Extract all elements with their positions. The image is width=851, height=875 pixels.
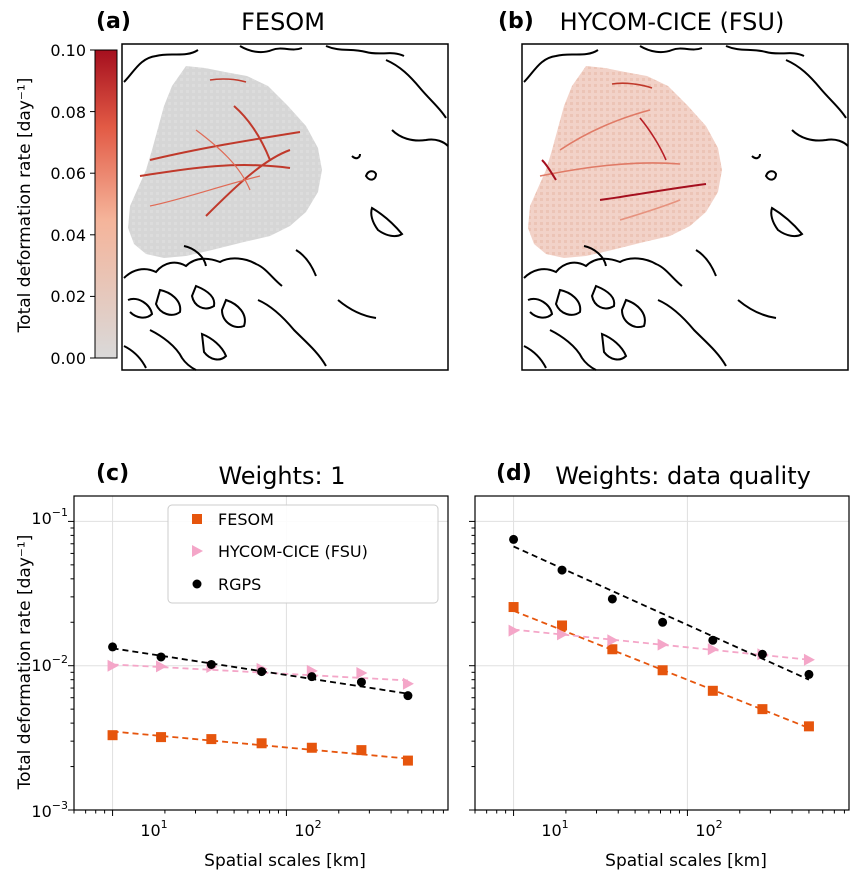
panel-d-letter: (d) xyxy=(496,461,532,486)
point-rgps xyxy=(108,642,118,652)
point-fesom xyxy=(508,602,519,613)
point-rgps xyxy=(403,691,413,701)
point-fesom xyxy=(803,721,814,732)
point-rgps xyxy=(607,594,617,604)
point-fesom xyxy=(306,742,317,753)
panel-c-letter: (c) xyxy=(96,461,129,486)
colorbar-tick-label: 0.04 xyxy=(50,226,86,245)
colorbar-bar xyxy=(94,49,118,359)
point-fesom xyxy=(356,745,367,756)
panel-a-title: FESOM xyxy=(241,8,325,36)
point-rgps xyxy=(708,635,718,645)
point-hycom-cice-fsu xyxy=(356,667,368,680)
colorbar-tick-label: 0.08 xyxy=(50,103,86,122)
point-rgps xyxy=(509,534,519,544)
colorbar-tick-label: 0.06 xyxy=(50,164,86,183)
point-hycom-cice-fsu xyxy=(508,624,520,637)
colorbar: 0.00 0.02 0.04 0.06 0.08 0.10 Total defo… xyxy=(15,41,118,368)
panel-b-title: HYCOM-CICE (FSU) xyxy=(560,8,785,36)
map-a-coastlines xyxy=(123,45,449,371)
xtick-label: 101 xyxy=(140,818,167,840)
plot-d xyxy=(469,495,850,816)
point-hycom-cice-fsu xyxy=(657,638,669,651)
point-fesom xyxy=(402,755,413,766)
point-hycom-cice-fsu xyxy=(402,677,414,690)
legend-label-hycom: HYCOM-CICE (FSU) xyxy=(218,542,368,561)
point-fesom xyxy=(156,732,167,743)
point-hycom-cice-fsu xyxy=(156,660,168,673)
plot-d-xticklabels: 101 102 xyxy=(541,818,722,840)
point-hycom-cice-fsu xyxy=(803,653,815,666)
legend-box xyxy=(167,504,439,604)
plot-frame xyxy=(73,495,449,811)
point-rgps xyxy=(307,672,317,682)
legend-label-fesom: FESOM xyxy=(218,510,274,529)
xtick-label: 102 xyxy=(294,818,321,840)
xtick-label: 102 xyxy=(695,818,722,840)
point-rgps xyxy=(257,667,267,677)
point-fesom xyxy=(107,730,118,741)
map-panel-b xyxy=(521,43,849,371)
point-rgps xyxy=(557,565,567,575)
point-rgps xyxy=(804,669,814,679)
point-fesom xyxy=(707,685,718,696)
point-rgps xyxy=(156,652,166,662)
ytick-label: 10−1 xyxy=(31,506,68,528)
legend-marker-fesom xyxy=(192,514,202,524)
colorbar-label: Total deformation rate [day⁻¹] xyxy=(15,78,35,334)
colorbar-tick-label: 0.10 xyxy=(50,41,86,60)
point-hycom-cice-fsu xyxy=(557,628,569,641)
fit-line-rgps xyxy=(513,545,810,681)
colorbar-tick-label: 0.00 xyxy=(50,349,86,368)
legend-label-rgps: RGPS xyxy=(218,575,261,594)
plot-c xyxy=(68,495,449,816)
ytick-label: 10−3 xyxy=(31,799,68,821)
panel-d-title: Weights: data quality xyxy=(555,462,811,490)
point-rgps xyxy=(658,617,668,627)
map-b-leads xyxy=(539,82,707,221)
map-a-ice-field xyxy=(128,66,322,258)
legend-marker-rgps xyxy=(192,579,202,589)
map-b-coastlines xyxy=(523,45,849,371)
point-hycom-cice-fsu xyxy=(107,659,119,672)
point-rgps xyxy=(206,659,216,669)
legend-marker-hycom xyxy=(192,545,203,557)
point-rgps xyxy=(757,649,767,659)
plot-c-yticklabels: 10−1 10−2 10−3 xyxy=(31,506,68,821)
point-fesom xyxy=(757,704,768,715)
colorbar-tick-label: 0.02 xyxy=(50,287,86,306)
plot-frame xyxy=(474,495,850,811)
plot-c-xticklabels: 101 102 xyxy=(140,818,321,840)
plot-c-ylabel: Total deformation rate [day⁻¹] xyxy=(15,535,35,791)
point-fesom xyxy=(557,620,568,631)
legend: FESOM HYCOM-CICE (FSU) RGPS xyxy=(167,504,439,604)
xtick-label: 101 xyxy=(541,818,568,840)
map-a-leads xyxy=(139,78,301,217)
plot-c-xlabel: Spatial scales [km] xyxy=(204,851,366,871)
point-fesom xyxy=(607,644,618,655)
map-b-ice-field xyxy=(528,66,722,258)
point-hycom-cice-fsu xyxy=(607,634,619,647)
colorbar-ticks xyxy=(90,49,95,359)
map-panel-a xyxy=(121,43,449,371)
panel-b-letter: (b) xyxy=(498,9,534,34)
point-hycom-cice-fsu xyxy=(707,643,719,656)
panel-c-title: Weights: 1 xyxy=(218,462,345,490)
point-fesom xyxy=(256,738,267,749)
point-fesom xyxy=(657,665,668,676)
point-rgps xyxy=(356,677,366,687)
plot-d-xlabel: Spatial scales [km] xyxy=(605,851,767,871)
ytick-label: 10−2 xyxy=(31,653,68,675)
panel-a-letter: (a) xyxy=(96,9,131,34)
point-fesom xyxy=(206,734,217,745)
